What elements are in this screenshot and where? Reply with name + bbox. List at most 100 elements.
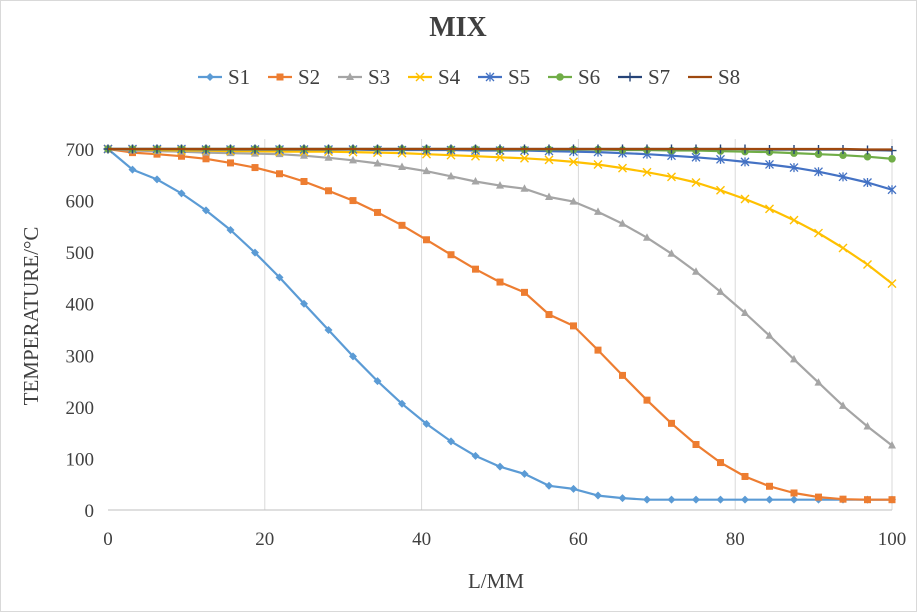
data-point bbox=[300, 151, 308, 159]
legend-label: S3 bbox=[368, 65, 390, 89]
legend-item-s1[interactable]: S1 bbox=[198, 65, 250, 89]
data-point bbox=[496, 462, 504, 471]
data-point bbox=[251, 248, 259, 257]
data-point bbox=[740, 157, 750, 167]
data-point bbox=[716, 495, 725, 504]
data-point bbox=[300, 299, 308, 308]
series-s8 bbox=[108, 147, 892, 151]
series-group bbox=[103, 144, 897, 504]
data-point bbox=[692, 495, 700, 504]
data-point bbox=[520, 469, 529, 478]
data-point bbox=[593, 159, 603, 169]
data-point bbox=[839, 401, 847, 409]
data-point bbox=[863, 178, 872, 188]
data-point bbox=[619, 371, 626, 379]
legend-item-s2[interactable]: S2 bbox=[268, 65, 320, 89]
data-point bbox=[324, 326, 333, 335]
legend-item-s6[interactable]: S6 bbox=[548, 65, 600, 89]
x-tick-label: 80 bbox=[726, 529, 745, 550]
data-point bbox=[349, 155, 357, 164]
data-point bbox=[642, 167, 652, 177]
data-point bbox=[766, 482, 773, 490]
data-point bbox=[888, 441, 896, 449]
legend-label: S4 bbox=[438, 65, 461, 89]
data-point bbox=[569, 197, 578, 205]
data-point bbox=[373, 377, 382, 386]
data-point bbox=[227, 159, 234, 167]
data-point bbox=[545, 481, 553, 490]
data-point bbox=[888, 496, 896, 504]
data-point bbox=[765, 159, 774, 169]
data-point bbox=[275, 273, 284, 282]
data-point bbox=[544, 155, 554, 165]
data-point bbox=[495, 152, 505, 162]
data-point bbox=[226, 225, 235, 234]
data-point bbox=[447, 171, 455, 180]
data-point bbox=[496, 278, 504, 286]
legend-item-s4[interactable]: S4 bbox=[408, 65, 461, 89]
data-point bbox=[814, 150, 823, 158]
data-point bbox=[545, 311, 553, 319]
y-tick-label: 500 bbox=[66, 243, 95, 264]
data-point bbox=[741, 308, 749, 316]
data-point bbox=[741, 472, 749, 480]
data-point bbox=[276, 73, 284, 81]
data-point bbox=[594, 346, 602, 354]
data-point bbox=[545, 192, 553, 200]
data-point bbox=[667, 495, 676, 504]
data-point bbox=[888, 154, 896, 163]
series-s1 bbox=[104, 145, 896, 504]
data-point bbox=[716, 287, 725, 295]
data-point bbox=[373, 158, 382, 167]
series-line bbox=[108, 147, 892, 151]
data-point bbox=[153, 175, 161, 184]
x-tick-label: 100 bbox=[878, 529, 907, 550]
data-point bbox=[625, 72, 635, 82]
data-point bbox=[398, 221, 406, 229]
legend-item-s3[interactable]: S3 bbox=[338, 65, 390, 89]
legend-item-s8[interactable]: S8 bbox=[688, 65, 740, 89]
data-point bbox=[765, 331, 774, 339]
data-point bbox=[594, 491, 602, 500]
data-point bbox=[667, 249, 676, 257]
y-tick-label: 100 bbox=[66, 449, 95, 470]
data-point bbox=[520, 153, 529, 163]
data-point bbox=[863, 421, 872, 430]
data-point bbox=[398, 399, 406, 408]
data-point bbox=[814, 228, 823, 238]
data-point bbox=[765, 495, 774, 504]
data-point bbox=[324, 153, 333, 161]
data-point bbox=[202, 155, 210, 163]
data-point bbox=[594, 207, 602, 215]
data-point bbox=[887, 279, 897, 289]
data-point bbox=[415, 72, 425, 82]
chart-title: MIX bbox=[429, 12, 487, 43]
data-point bbox=[789, 215, 799, 225]
data-point bbox=[556, 73, 564, 81]
data-point bbox=[887, 185, 897, 195]
data-point bbox=[178, 152, 185, 160]
data-point bbox=[618, 163, 627, 173]
data-point bbox=[423, 236, 430, 244]
legend-item-s5[interactable]: S5 bbox=[478, 65, 530, 89]
data-point bbox=[864, 496, 871, 504]
x-tick-label: 20 bbox=[255, 529, 274, 550]
data-point bbox=[668, 419, 675, 427]
data-point bbox=[863, 260, 872, 270]
data-point bbox=[643, 495, 651, 504]
legend-label: S5 bbox=[508, 65, 530, 89]
data-point bbox=[520, 184, 529, 192]
data-point bbox=[618, 219, 627, 227]
data-point bbox=[276, 170, 283, 178]
data-point bbox=[447, 437, 455, 446]
data-point bbox=[790, 354, 798, 363]
series-s2 bbox=[104, 145, 896, 504]
data-point bbox=[815, 493, 822, 501]
data-point bbox=[471, 451, 480, 460]
series-line bbox=[107, 147, 893, 447]
data-point bbox=[618, 494, 627, 503]
data-point bbox=[643, 396, 651, 404]
legend: S1 S2 S3 S4 S5 S6 S7 S8 bbox=[198, 65, 740, 89]
legend-item-s7[interactable]: S7 bbox=[618, 65, 670, 89]
